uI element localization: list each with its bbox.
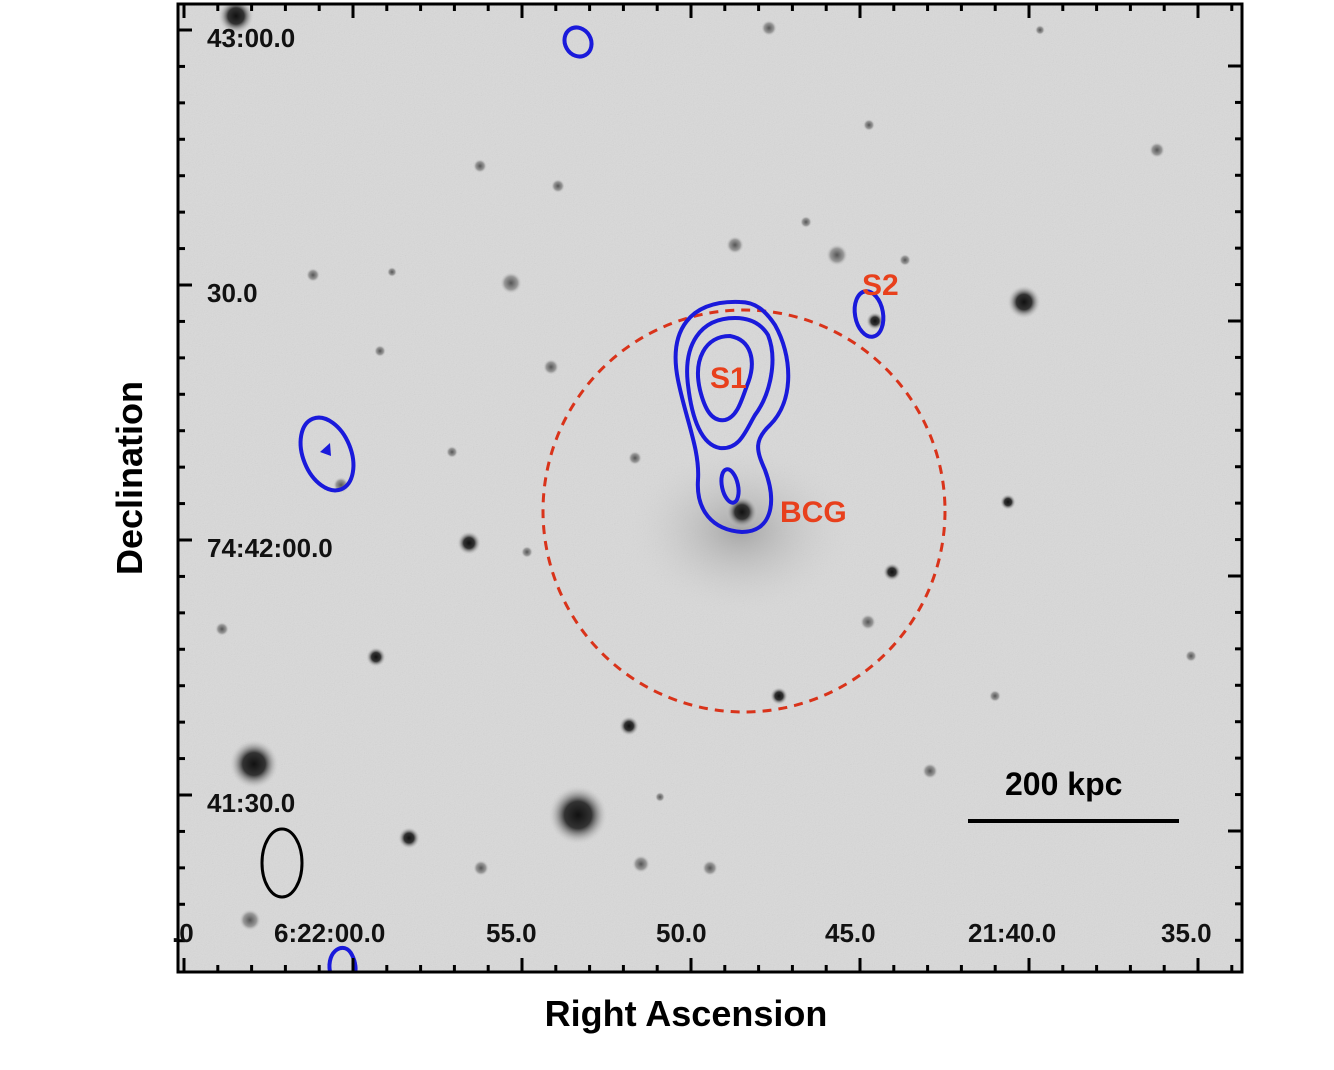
contour-top	[562, 25, 594, 59]
contour-outer	[673, 299, 791, 535]
contour-bottom	[327, 945, 358, 973]
contour-bcg-peak	[719, 467, 741, 505]
x-axis-title: Right Ascension	[545, 993, 828, 1034]
label-bcg: BCG	[780, 496, 847, 529]
y-tick-label: 41:30.0	[207, 788, 295, 818]
contour-west	[298, 415, 356, 493]
x-tick-label: 6:22:00.0	[274, 918, 385, 948]
y-axis-title: Declination	[109, 381, 150, 575]
x-tick-label: 45.0	[825, 918, 876, 948]
axis-ticks	[178, 4, 1242, 972]
radio-contours	[298, 25, 886, 973]
y-tick-label: 74:42:00.0	[207, 533, 333, 563]
x-tick-label: 21:40.0	[968, 918, 1056, 948]
label-s2: S2	[862, 269, 899, 302]
plot-frame	[176, 2, 1244, 974]
y-tick-label: 30.0	[207, 278, 258, 308]
scale-bar-label: 200 kpc	[1005, 766, 1122, 802]
x-tick-label: 35.0	[1161, 918, 1212, 948]
beam-ellipse-icon	[260, 827, 304, 899]
x-tick-label: 55.0	[486, 918, 537, 948]
optical-image	[178, 4, 1242, 972]
contour-west-peak	[320, 443, 331, 456]
x-tick-label: 50.0	[656, 918, 707, 948]
x-tick-label: .0	[172, 918, 194, 948]
label-s1: S1	[710, 362, 747, 395]
contour-middle	[685, 315, 775, 451]
contour-s2	[852, 289, 886, 339]
contour-inner	[696, 333, 754, 423]
y-tick-label: 43:00.0	[207, 23, 295, 53]
aperture-circle	[541, 308, 947, 714]
